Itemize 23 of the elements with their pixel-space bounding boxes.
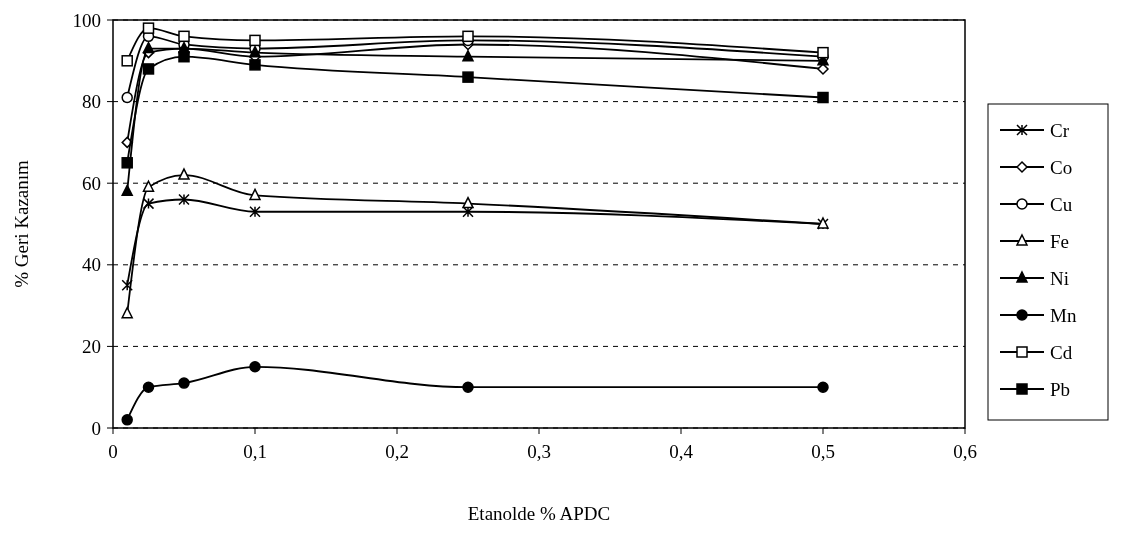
x-tick-label: 0,5: [811, 441, 835, 462]
y-tick-label: 60: [82, 172, 101, 194]
legend-label: Cr: [1050, 119, 1070, 141]
x-tick-label: 0,1: [243, 441, 267, 462]
y-tick-label: 100: [72, 9, 101, 31]
x-tick-label: 0,4: [669, 441, 694, 462]
legend-label: Cu: [1050, 193, 1073, 215]
legend-label: Pb: [1050, 378, 1071, 400]
x-tick-label: 0,3: [527, 441, 551, 462]
legend-label: Mn: [1050, 304, 1077, 326]
x-axis-title: Etanolde % APDC: [467, 503, 611, 524]
y-tick-label: 20: [82, 336, 101, 358]
x-tick-label: 0,2: [385, 441, 409, 462]
legend-label: Cd: [1050, 341, 1073, 363]
legend-label: Ni: [1050, 267, 1069, 289]
legend-label: Fe: [1050, 230, 1069, 252]
y-tick-label: 80: [82, 91, 101, 113]
y-axis-title: % Geri Kazanım: [11, 159, 32, 288]
y-tick-label: 40: [82, 254, 101, 276]
x-tick-label: 0,6: [953, 441, 977, 462]
y-tick-label: 0: [91, 417, 101, 439]
x-tick-label: 0: [108, 441, 118, 462]
legend-label: Co: [1050, 156, 1073, 178]
